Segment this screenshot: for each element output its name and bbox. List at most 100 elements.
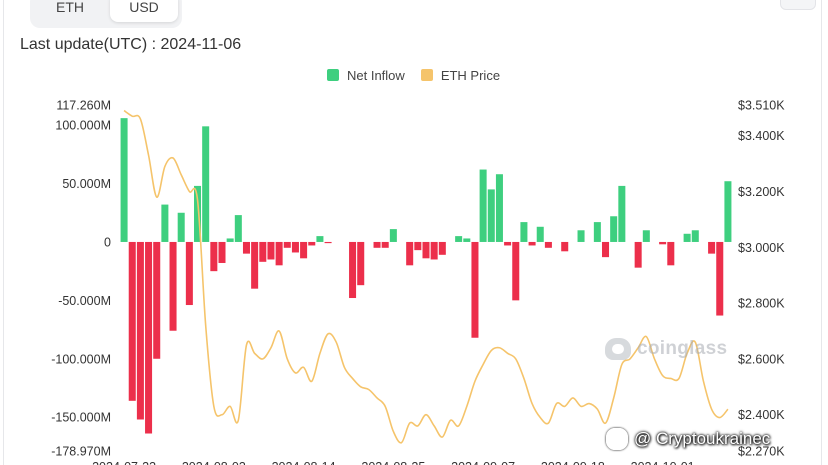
- net-inflow-bar: [308, 241, 316, 246]
- net-inflow-bar: [642, 230, 650, 242]
- net-inflow-bar: [471, 241, 479, 338]
- right-y-tick-label: $3.000K: [738, 241, 785, 255]
- net-inflow-bar: [161, 204, 169, 242]
- net-inflow-bar: [691, 230, 699, 242]
- eth-price-line: [123, 109, 729, 444]
- legend-label-eth-price: ETH Price: [440, 67, 501, 83]
- net-inflow-bar: [618, 185, 626, 242]
- net-inflow-bar: [194, 185, 202, 242]
- net-inflow-bar: [267, 241, 275, 260]
- net-inflow-bar: [251, 241, 259, 289]
- net-inflow-bar: [479, 169, 487, 242]
- net-inflow-bar: [414, 241, 422, 251]
- source-credit: @ Cryptoukrainec: [606, 428, 770, 450]
- left-y-tick-label: 50.000M: [62, 177, 111, 191]
- options-button[interactable]: [780, 0, 816, 10]
- net-inflow-bar: [593, 222, 601, 242]
- net-inflow-bar: [422, 241, 430, 259]
- net-inflow-bar: [185, 241, 193, 306]
- net-inflow-bar: [136, 241, 144, 420]
- net-inflow-bar: [716, 241, 724, 316]
- net-inflow-bar: [463, 238, 471, 242]
- left-y-tick-label: 100.000M: [55, 119, 111, 133]
- left-y-tick-label: 0: [104, 235, 111, 249]
- credit-text: @ Cryptoukrainec: [634, 429, 771, 448]
- watermark-text: coinglass: [637, 338, 728, 359]
- net-inflow-bar: [528, 241, 536, 246]
- x-tick-label: 2024-08-25: [361, 460, 425, 465]
- net-inflow-bar: [153, 241, 161, 359]
- right-y-tick-label: $2.800K: [738, 297, 785, 311]
- legend-swatch-net-inflow: [327, 69, 339, 81]
- x-tick-label: 2024-07-23: [92, 460, 156, 465]
- net-inflow-bar: [438, 241, 446, 255]
- left-y-tick-label: -100.000M: [51, 352, 111, 366]
- x-tick-label: 2024-10-01: [631, 460, 695, 465]
- net-inflow-bar: [316, 236, 324, 242]
- legend-swatch-eth-price: [420, 69, 433, 81]
- legend-item-eth-price[interactable]: ETH Price: [420, 67, 501, 83]
- legend-item-net-inflow[interactable]: Net Inflow: [327, 68, 405, 83]
- right-y-tick-label: $3.400K: [738, 129, 785, 143]
- net-inflow-bar: [357, 241, 365, 286]
- net-inflow-bar: [242, 241, 250, 254]
- right-y-axis: $3.510K $3.400K $3.200K $3.000K $2.800K $2.60…: [738, 99, 785, 459]
- x-axis: 2024-07-23 2024-08-03 2024-08-14 2024-08-25…: [92, 460, 695, 465]
- currency-toggle: ETH USD: [30, 0, 182, 28]
- right-y-tick-label: $2.270K: [738, 445, 785, 459]
- net-inflow-bar: [577, 230, 585, 242]
- net-inflow-bar: [120, 118, 128, 242]
- net-inflow-bar: [145, 241, 153, 434]
- net-inflow-bar: [430, 241, 438, 260]
- coinglass-watermark: coinglass: [605, 338, 727, 360]
- net-inflow-bar: [275, 241, 283, 266]
- right-y-tick-label: $2.400K: [738, 408, 785, 422]
- net-inflow-bar: [724, 181, 732, 242]
- net-inflow-bar: [544, 241, 552, 248]
- net-inflow-bar: [210, 241, 218, 272]
- eth-toggle-button[interactable]: ETH: [56, 0, 84, 15]
- x-tick-label: 2024-09-18: [541, 460, 605, 465]
- net-inflow-bar: [218, 241, 226, 263]
- net-inflow-bar: [202, 126, 210, 242]
- net-inflow-bar: [610, 216, 618, 242]
- net-inflow-bar: [708, 241, 716, 254]
- net-inflow-bar: [495, 174, 503, 242]
- eth-price-line-group: [123, 109, 729, 444]
- circle-icon: [606, 428, 628, 450]
- net-inflow-bar: [128, 241, 136, 401]
- net-inflow-bar: [667, 241, 675, 266]
- right-y-tick-label: $3.510K: [738, 99, 785, 113]
- net-inflow-bar: [283, 241, 291, 248]
- net-inflow-bar: [177, 212, 185, 242]
- net-inflow-bar: [373, 241, 381, 248]
- right-y-tick-label: $3.200K: [738, 185, 785, 199]
- left-y-tick-label: 117.260M: [56, 99, 111, 113]
- net-inflow-bar: [226, 238, 234, 242]
- x-tick-label: 2024-09-07: [451, 460, 515, 465]
- net-inflow-bar: [300, 241, 308, 259]
- net-inflow-bar: [324, 241, 332, 244]
- net-inflow-bar: [512, 241, 520, 301]
- net-inflow-bar: [634, 241, 642, 268]
- panel-border: [3, 0, 822, 465]
- net-inflow-bar: [381, 241, 389, 248]
- net-inflow-bar: [406, 241, 414, 266]
- net-inflow-bar: [455, 236, 463, 242]
- left-y-axis: 117.260M 100.000M 50.000M 0 -50.000M -100.000…: [51, 99, 111, 459]
- net-inflow-bar: [683, 233, 691, 242]
- net-inflow-bar: [291, 241, 299, 253]
- net-inflow-bar: [234, 215, 242, 242]
- net-inflow-bar: [389, 229, 397, 242]
- usd-toggle-button[interactable]: USD: [110, 0, 178, 22]
- left-y-tick-label: -50.000M: [58, 294, 111, 308]
- net-inflow-bar: [520, 222, 528, 242]
- right-y-tick-label: $2.600K: [738, 352, 785, 366]
- left-y-tick-label: -178.970M: [51, 445, 111, 459]
- x-tick-label: 2024-08-14: [272, 460, 336, 465]
- legend-label-net-inflow: Net Inflow: [347, 67, 405, 83]
- net-inflow-bar: [536, 226, 544, 242]
- net-inflow-bar: [561, 241, 569, 252]
